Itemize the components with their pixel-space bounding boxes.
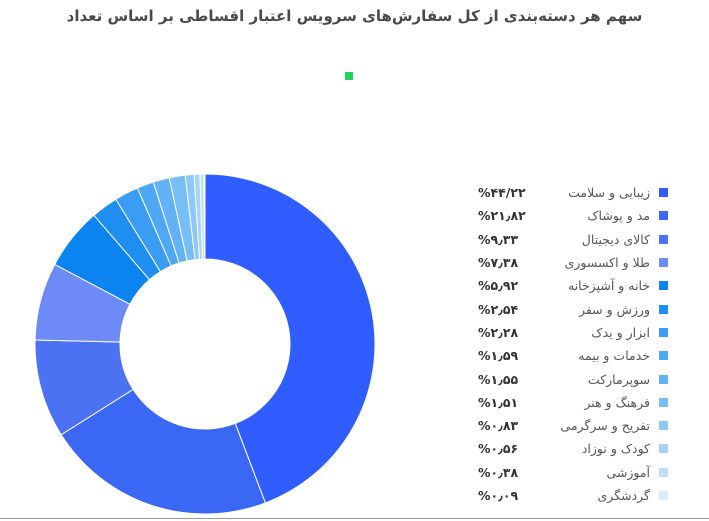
legend-value: %۱٫۵۵ — [478, 371, 519, 387]
legend-item-7[interactable]: خدمات و بیمه %۱٫۵۹ — [478, 344, 668, 367]
legend-key: خانه و آشپزخانه — [568, 278, 668, 293]
legend-label: کودک و نوزاد — [581, 441, 650, 457]
legend-value: %۰٫۰۹ — [478, 488, 519, 503]
legend-value: %۰٫۸۳ — [478, 418, 519, 434]
legend-swatch — [659, 188, 668, 198]
legend-key: کالای دیجیتال — [582, 232, 668, 247]
legend-swatch — [659, 281, 668, 291]
legend-value: %۴۴/۲۲ — [478, 185, 526, 201]
legend-item-10[interactable]: تفریح و سرگرمی %۰٫۸۳ — [478, 414, 668, 437]
legend-item-12[interactable]: آموزشی %۰٫۳۸ — [478, 461, 668, 484]
legend-key: ورزش و سفر — [579, 302, 668, 317]
legend-key: طلا و اکسسوری — [565, 255, 668, 270]
legend-swatch — [659, 397, 668, 407]
legend-swatch — [659, 211, 668, 221]
legend-swatch — [659, 234, 668, 244]
legend-value: %۱٫۵۱ — [478, 394, 519, 410]
legend-swatch — [659, 327, 668, 337]
legend-value: %۲٫۲۸ — [478, 324, 519, 340]
legend-label: زیبایی و سلامت — [568, 185, 650, 201]
bottom-divider — [0, 518, 709, 519]
legend-key: آموزشی — [606, 465, 668, 480]
legend-swatch — [659, 491, 668, 500]
legend-item-5[interactable]: ورزش و سفر %۲٫۵۴ — [478, 297, 668, 320]
legend-label: سوپرمارکت — [587, 371, 650, 387]
legend-swatch — [659, 421, 668, 431]
legend-value: %۵٫۹۲ — [478, 278, 519, 294]
legend-label: ورزش و سفر — [578, 301, 650, 317]
legend-swatch — [659, 374, 668, 384]
legend-key: کودک و نوزاد — [582, 441, 668, 456]
legend-swatch — [659, 304, 668, 314]
legend-item-3[interactable]: طلا و اکسسوری %۷٫۳۸ — [478, 251, 668, 274]
donut-slice-1[interactable] — [60, 388, 267, 515]
legend-label: گردشگری — [597, 488, 650, 503]
legend-item-2[interactable]: کالای دیجیتال %۹٫۳۳ — [478, 228, 668, 251]
legend-key: تفریح و سرگرمی — [560, 418, 668, 433]
legend-key: سوپرمارکت — [588, 372, 668, 387]
legend-key: گردشگری — [598, 488, 668, 503]
legend-key: فرهنگ و هنر — [584, 395, 668, 410]
legend-label: کالای دیجیتال — [581, 231, 650, 247]
legend-key: خدمات و بیمه — [578, 348, 668, 363]
legend-swatch — [659, 351, 668, 361]
legend-value: %۱٫۵۹ — [478, 348, 519, 364]
legend-key: ابزار و یدک — [591, 325, 668, 340]
legend-value: %۰٫۳۸ — [478, 464, 519, 480]
legend-swatch — [659, 258, 668, 268]
legend-label: تفریح و سرگرمی — [560, 418, 650, 434]
legend-item-4[interactable]: خانه و آشپزخانه %۵٫۹۲ — [478, 274, 668, 297]
legend-label: ابزار و یدک — [591, 324, 650, 340]
legend-item-0[interactable]: زیبایی و سلامت %۴۴/۲۲ — [478, 181, 668, 204]
legend-value: %۹٫۳۳ — [478, 231, 519, 247]
legend-value: %۰٫۵۶ — [478, 441, 519, 457]
legend-value: %۲٫۵۴ — [478, 301, 519, 317]
legend-item-8[interactable]: سوپرمارکت %۱٫۵۵ — [478, 367, 668, 390]
legend-label: خدمات و بیمه — [578, 348, 650, 364]
chart-legend: زیبایی و سلامت %۴۴/۲۲ مد و پوشاک %۲۱٫۸۲ کالا… — [478, 181, 668, 507]
legend-value: %۲۱٫۸۲ — [478, 208, 526, 224]
legend-label: خانه و آشپزخانه — [567, 278, 650, 294]
legend-label: طلا و اکسسوری — [564, 255, 650, 271]
donut-slice-0[interactable] — [204, 173, 376, 504]
legend-item-11[interactable]: کودک و نوزاد %۰٫۵۶ — [478, 437, 668, 460]
legend-key: مد و پوشاک — [587, 208, 668, 223]
legend-label: مد و پوشاک — [587, 208, 650, 224]
series-marker — [345, 72, 353, 80]
legend-item-6[interactable]: ابزار و یدک %۲٫۲۸ — [478, 321, 668, 344]
legend-swatch — [659, 444, 668, 454]
donut-slices — [34, 173, 376, 515]
legend-item-9[interactable]: فرهنگ و هنر %۱٫۵۱ — [478, 391, 668, 414]
legend-label: فرهنگ و هنر — [584, 394, 650, 410]
donut-slice-13[interactable] — [203, 173, 206, 260]
legend-item-1[interactable]: مد و پوشاک %۲۱٫۸۲ — [478, 204, 668, 227]
legend-item-13[interactable]: گردشگری %۰٫۰۹ — [478, 484, 668, 507]
legend-key: زیبایی و سلامت — [568, 185, 668, 200]
legend-value: %۷٫۳۸ — [478, 255, 519, 271]
legend-label: آموزشی — [606, 464, 650, 480]
chart-title: سهم هر دسته‌بندی از کل سفارش‌های سرویس ا… — [66, 7, 643, 25]
legend-swatch — [659, 467, 668, 477]
